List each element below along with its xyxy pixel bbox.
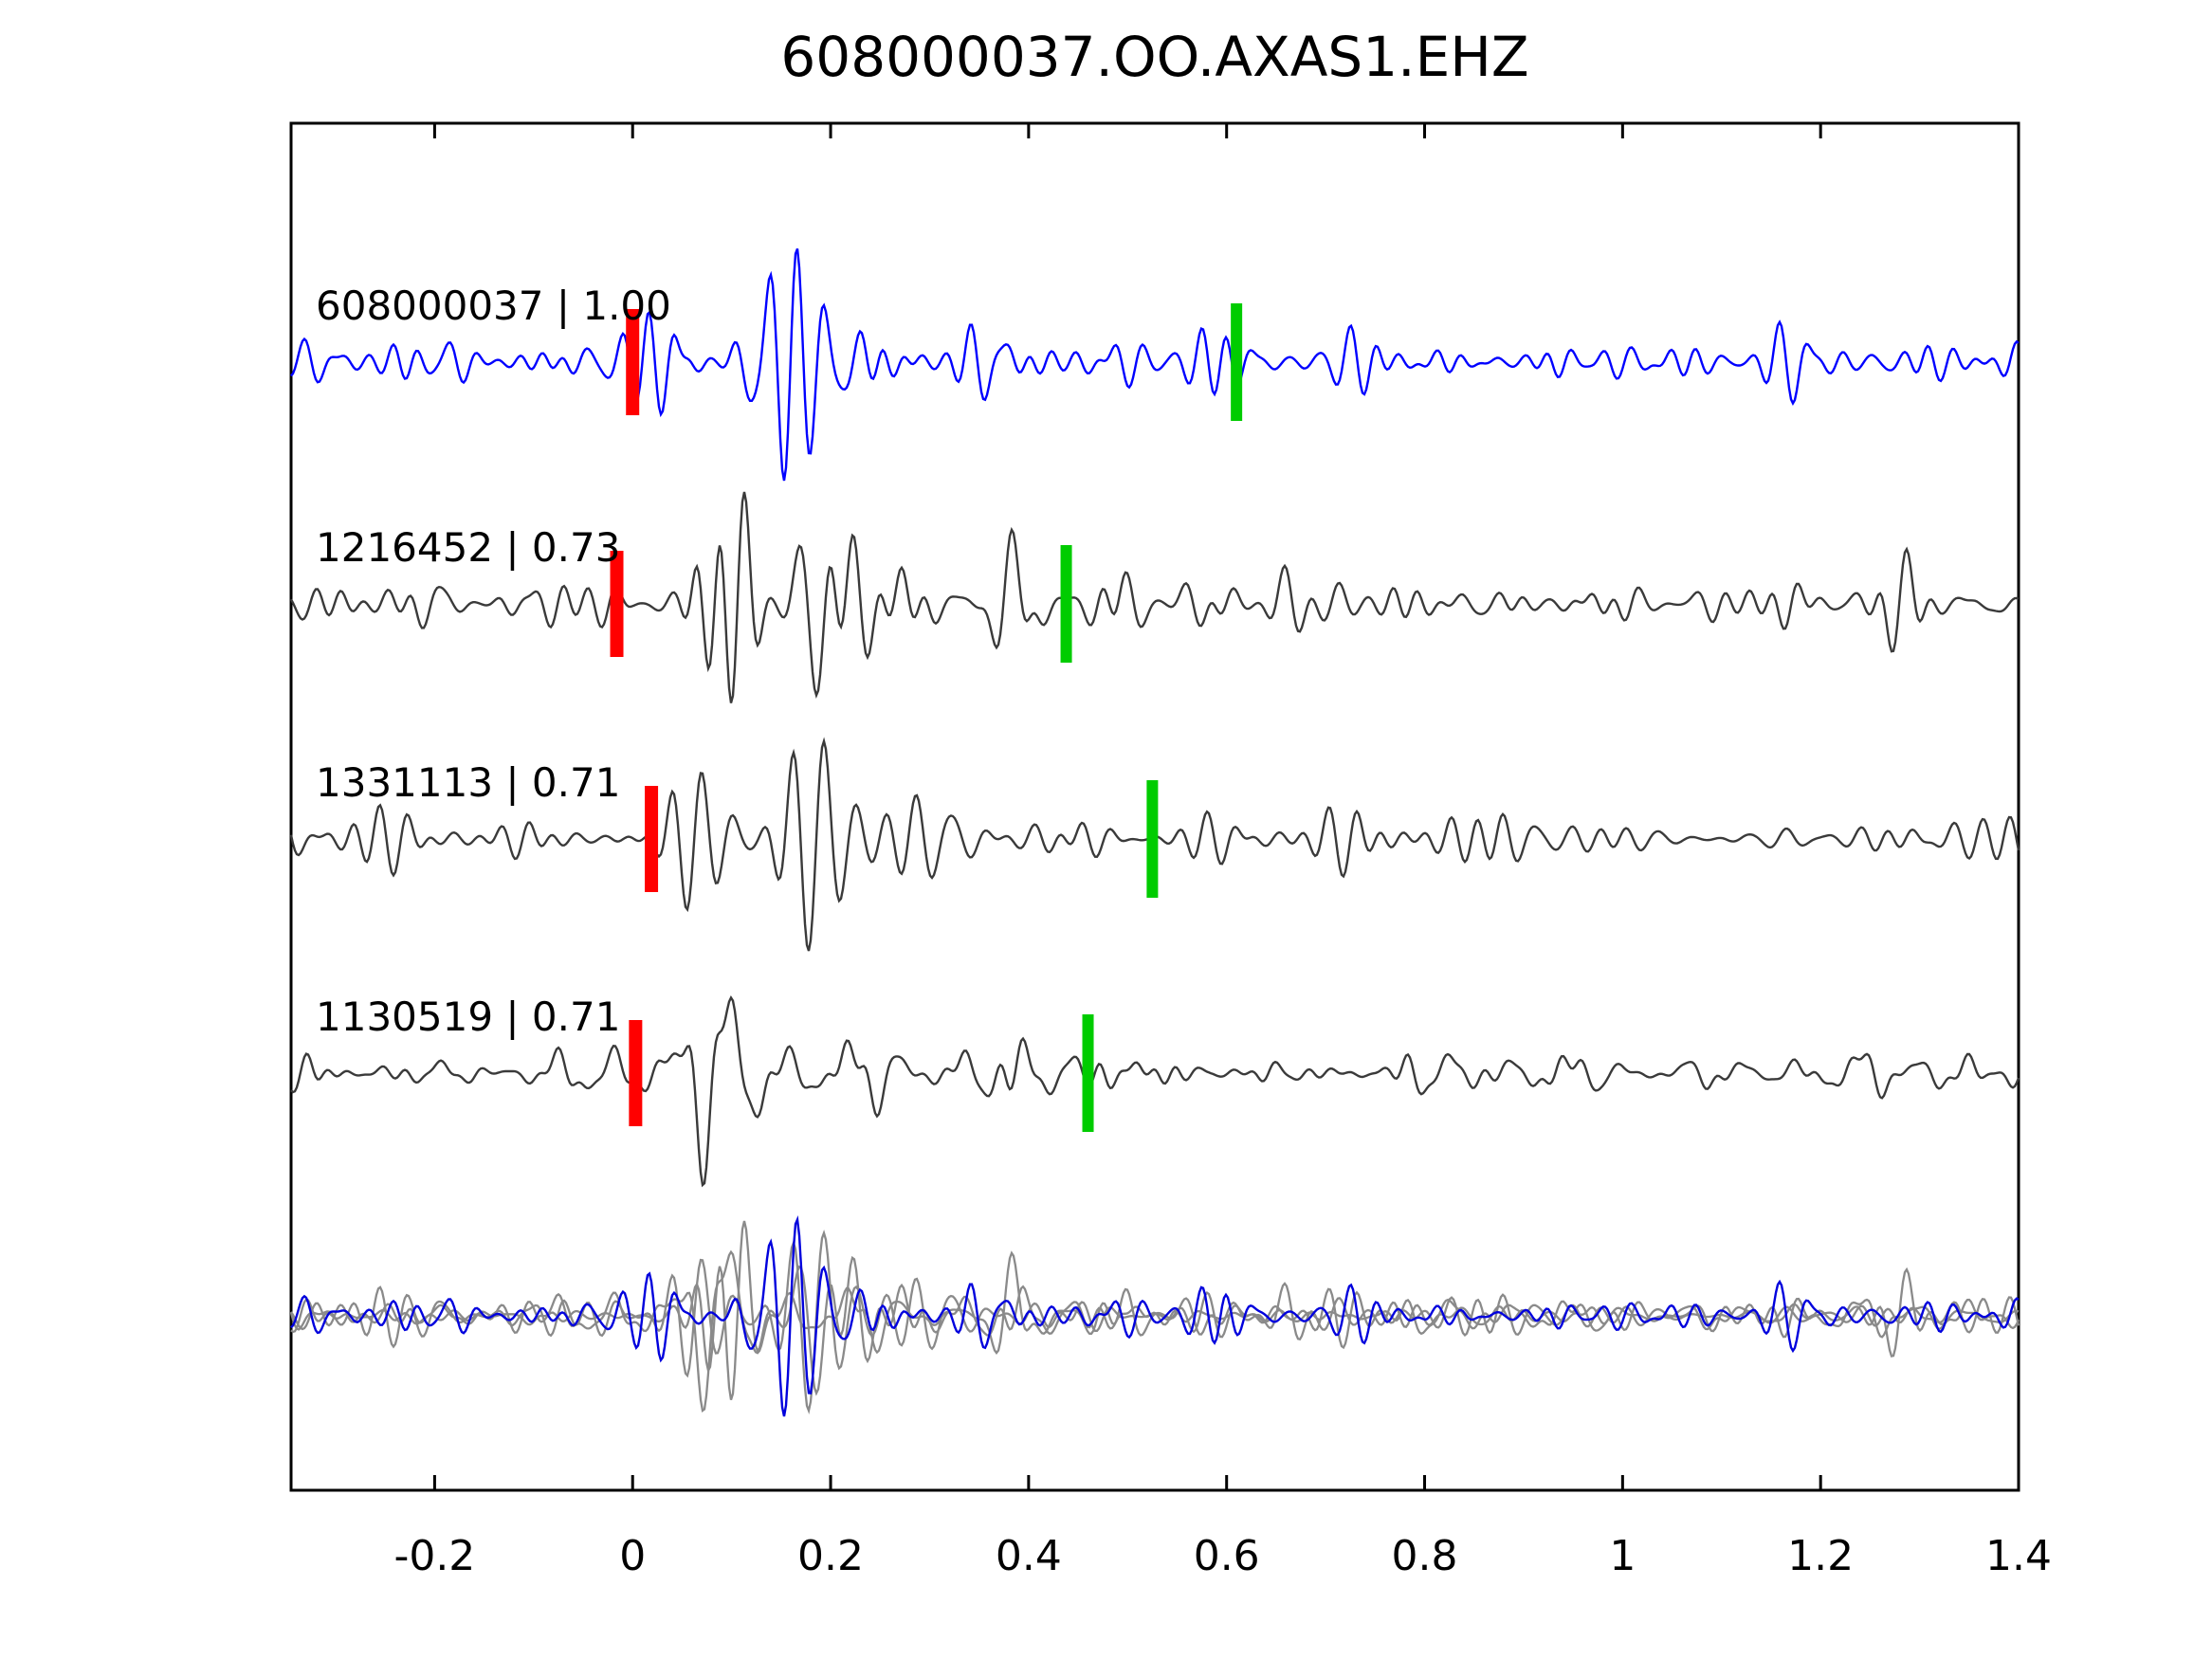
x-tick-label: 0 [619,1532,646,1580]
chart-title: 608000037.OO.AXAS1.EHZ [780,25,1529,89]
x-tick-label: 0.2 [797,1532,864,1580]
trace-1216452 [289,491,2020,703]
pick-marker-red-1331113 [645,786,659,892]
trace-label-1130519: 1130519 | 0.71 [316,994,620,1040]
overlay-trace-1130519 [290,1249,2020,1413]
x-tick-label: 1.2 [1787,1532,1854,1580]
trace-label-1331113: 1331113 | 0.71 [316,759,620,806]
pick-marker-green-608000037 [1231,303,1243,421]
axes-box [289,121,2020,1492]
x-tick-label: 0.8 [1392,1532,1458,1580]
x-tick-label: 0.6 [1194,1532,1260,1580]
pick-marker-red-1216452 [610,551,624,657]
trace-608000037 [290,247,2020,482]
trace-label-1216452: 1216452 | 0.73 [316,524,620,571]
overlay-trace-608000037 [290,1215,2020,1417]
pick-marker-green-1216452 [1060,545,1072,663]
pick-marker-green-1331113 [1146,780,1159,898]
x-tick-label: 1.4 [1985,1532,2052,1580]
x-tick-label: 0.4 [996,1532,1062,1580]
x-tick-label: 1 [1609,1532,1636,1580]
trace-1130519 [290,995,2020,1188]
trace-label-608000037: 608000037 | 1.00 [316,283,671,329]
pick-marker-red-1130519 [629,1020,643,1126]
x-tick-label: -0.2 [393,1532,475,1580]
pick-marker-red-608000037 [626,309,640,415]
pick-marker-green-1130519 [1082,1014,1094,1132]
